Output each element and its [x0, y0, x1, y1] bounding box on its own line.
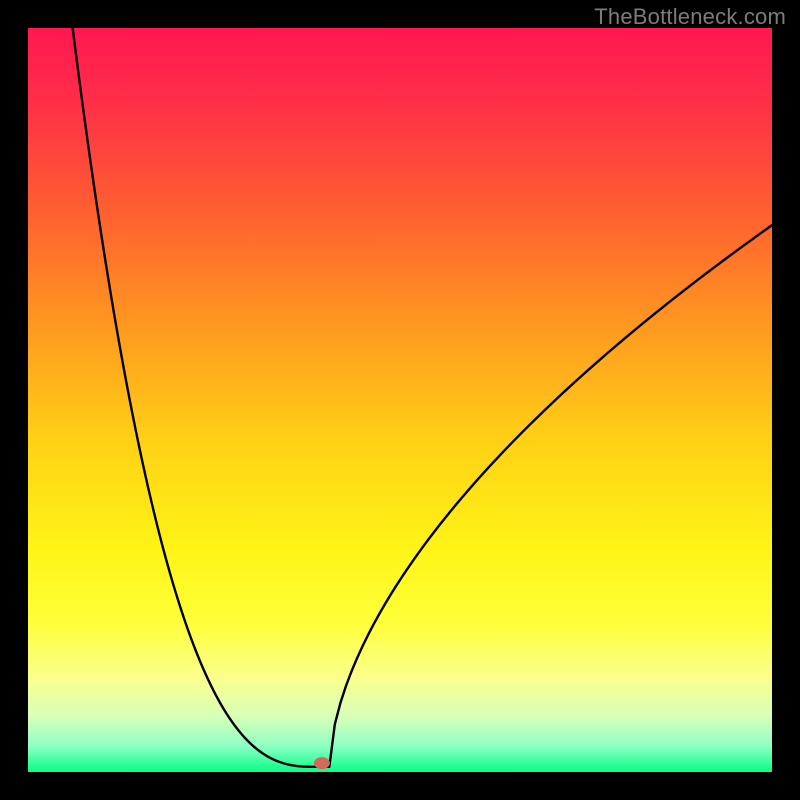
- watermark-text: TheBottleneck.com: [594, 4, 786, 30]
- plot-area: [28, 28, 772, 772]
- minimum-marker: [314, 757, 330, 769]
- bottleneck-curve: [28, 28, 772, 772]
